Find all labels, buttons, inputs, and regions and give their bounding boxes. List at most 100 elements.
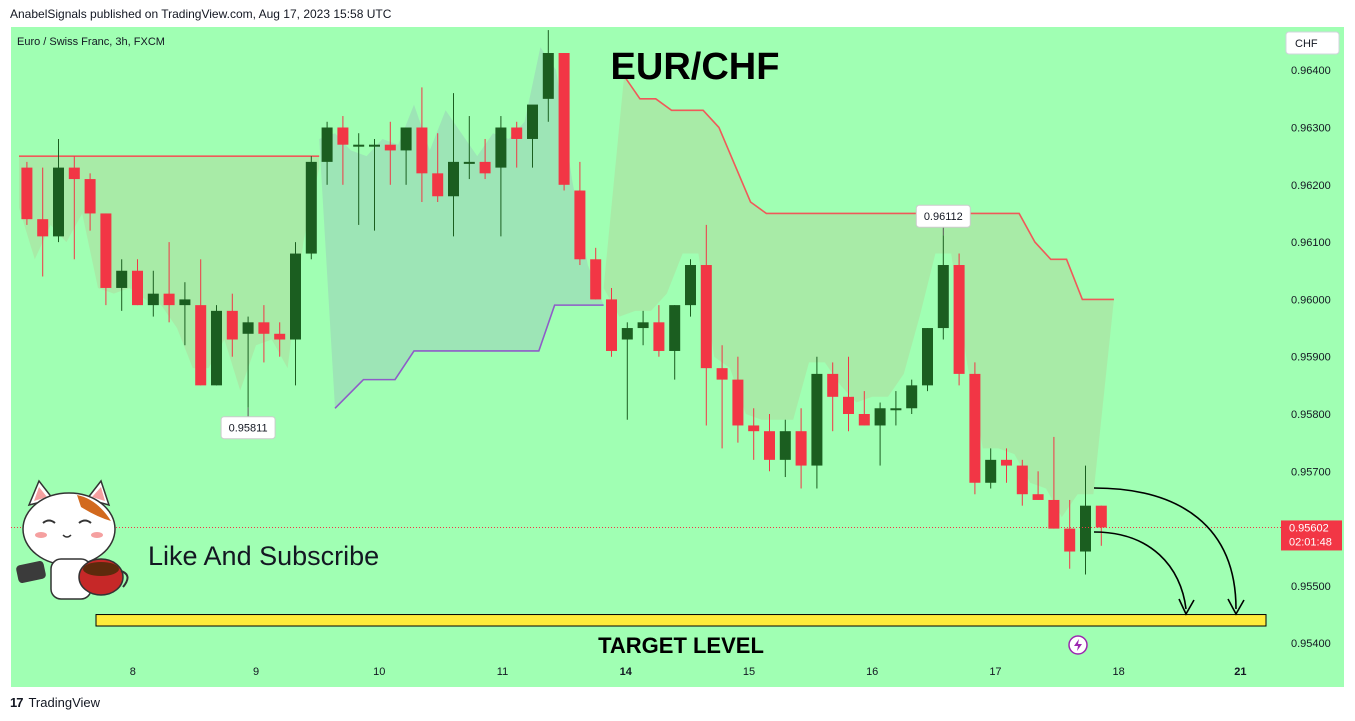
candle-body (211, 310, 222, 386)
footer-brand[interactable]: TradingView (28, 695, 101, 710)
candle-body (858, 414, 870, 426)
price-tag-price: 0.95602 (1289, 522, 1329, 534)
x-tick-label: 11 (497, 666, 508, 678)
candle-body (353, 144, 365, 147)
candle-body (732, 379, 744, 426)
candle-body (685, 265, 696, 306)
candle-body (922, 328, 933, 386)
candle-body (953, 265, 965, 374)
candle-body (369, 144, 380, 147)
candle-body (1048, 499, 1060, 529)
cta-text: Like And Subscribe (148, 541, 379, 571)
currency-button[interactable]: CHF (1285, 31, 1340, 55)
candle-body (779, 431, 791, 460)
target-level-label: TARGET LEVEL (598, 633, 764, 658)
y-tick-label: 0.95500 (1291, 581, 1331, 593)
chart-panel[interactable]: TARGET LEVEL EUR/CHF Euro / Swiss Franc,… (11, 27, 1344, 687)
published-line: AnabelSignals published on TradingView.c… (10, 7, 392, 21)
chart-title: EUR/CHF (611, 46, 780, 88)
candle-body (653, 322, 665, 351)
y-tick-label: 0.95900 (1291, 352, 1331, 364)
y-tick-label: 0.96200 (1291, 180, 1331, 192)
x-tick-label: 9 (253, 666, 259, 678)
forecast-arrow-short (1093, 531, 1187, 610)
candle-body (827, 373, 839, 397)
candle-body (100, 213, 112, 288)
forecast-arrow-long-head (1227, 598, 1245, 616)
tradingview-logo-icon[interactable]: 17 (10, 695, 24, 710)
candle-body (147, 293, 159, 306)
candles-group (21, 30, 1107, 575)
y-tick-label: 0.96400 (1291, 65, 1331, 77)
candle-body (384, 144, 396, 151)
candle-body (969, 373, 981, 483)
candle-body (843, 396, 854, 414)
candle-body (400, 127, 412, 151)
candlestick-chart[interactable]: TARGET LEVEL EUR/CHF Euro / Swiss Franc,… (11, 27, 1344, 687)
lightning-icon[interactable] (1068, 635, 1088, 655)
candle-body (1080, 505, 1091, 552)
low-label: 0.95811 (229, 423, 268, 435)
price-tag-countdown: 02:01:48 (1289, 536, 1332, 548)
candle-body (716, 368, 728, 380)
candle-body (1095, 505, 1107, 528)
candle-body (337, 127, 349, 145)
candle-body (637, 322, 649, 329)
candle-body (290, 253, 301, 340)
candle-body (574, 190, 586, 260)
footer: 17 TradingView (10, 695, 100, 710)
candle-body (985, 459, 997, 483)
candle-body (542, 53, 554, 99)
candle-body (811, 373, 823, 466)
candle-body (1032, 494, 1044, 500)
symbol-line: Euro / Swiss Franc, 3h, FXCM (17, 36, 165, 48)
x-tick-label: 10 (373, 666, 385, 678)
forecast-arrow-long (1093, 487, 1237, 610)
candle-body (1001, 459, 1012, 466)
resistance-zone-2 (603, 75, 1114, 518)
candle-body (606, 299, 617, 351)
low-callout: 0.95811 (220, 407, 276, 440)
candle-body (226, 310, 238, 340)
candle-body (448, 161, 459, 197)
candle-body (416, 127, 428, 174)
candle-body (874, 408, 886, 426)
x-tick-label: 17 (989, 666, 1001, 678)
candle-body (890, 408, 902, 411)
candle-body (590, 259, 602, 300)
candle-body (84, 179, 96, 214)
candle-body (321, 127, 333, 162)
candle-body (258, 322, 270, 334)
candle-body (558, 53, 570, 185)
candle-body (479, 161, 491, 174)
forecast-arrows (1093, 487, 1245, 616)
candle-body (906, 385, 918, 409)
candle-body (527, 104, 538, 139)
candle-body (21, 167, 33, 220)
x-tick-label: 15 (743, 666, 755, 678)
high-callout: 0.96112 (915, 204, 971, 236)
x-tick-label: 21 (1234, 666, 1246, 678)
candle-body (68, 167, 80, 180)
candle-body (463, 161, 475, 164)
candle-body (495, 127, 507, 168)
y-tick-label: 0.95800 (1291, 409, 1331, 421)
y-tick-label: 0.95700 (1291, 466, 1331, 478)
candle-body (179, 299, 191, 306)
chart-background (11, 27, 1344, 687)
candle-body (163, 293, 175, 306)
candle-body (132, 270, 143, 306)
y-tick-label: 0.95400 (1291, 638, 1331, 650)
candle-body (621, 328, 633, 340)
candle-body (795, 431, 807, 466)
x-axis[interactable]: 8 9 10 11 14 15 16 17 18 21 (130, 666, 1247, 678)
support-line (334, 304, 604, 409)
candle-body (937, 265, 949, 329)
candle-body (669, 305, 681, 351)
price-tag: 0.95602 02:01:48 (1281, 520, 1342, 551)
candle-body (274, 333, 286, 340)
x-tick-label: 14 (620, 666, 633, 678)
candle-body (1016, 465, 1028, 495)
x-tick-label: 18 (1113, 666, 1125, 678)
x-tick-label: 8 (130, 666, 136, 678)
